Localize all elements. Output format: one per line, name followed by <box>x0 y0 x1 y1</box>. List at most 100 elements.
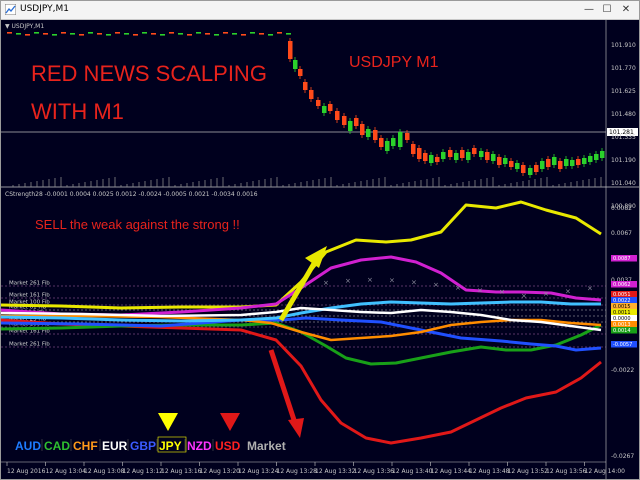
candle <box>293 60 298 69</box>
history-dash <box>268 34 273 36</box>
scale-tick: 0.0067 <box>611 230 632 237</box>
x-marker: × <box>301 282 307 290</box>
volume-bars <box>12 177 602 187</box>
candle <box>298 69 303 76</box>
history-dash <box>169 32 174 34</box>
time-tick: 12 Aug 13:52 <box>508 468 549 475</box>
window-title: USDJPY,M1 <box>20 4 69 14</box>
legend-gbp[interactable]: GBP <box>130 439 156 453</box>
candle <box>546 159 551 167</box>
chart-canvas[interactable]: ▼ USDJPY,M1 101.281 101.910 101.770 101.62… <box>1 20 639 479</box>
fib-label: Market 161 Fib <box>9 293 50 299</box>
chart-app-icon <box>5 4 16 15</box>
value-badge-text: 0.0011 <box>613 310 631 316</box>
candle <box>600 151 605 158</box>
time-tick: 12 Aug 13:08 <box>84 468 125 475</box>
candle <box>435 157 440 162</box>
history-dash <box>79 34 84 36</box>
scale-tick: 0.0037 <box>611 277 632 284</box>
time-tick: 12 Aug 13:40 <box>392 468 433 475</box>
time-tick: 12 Aug 13:24 <box>238 468 279 475</box>
legend-usd[interactable]: USD <box>215 439 241 453</box>
usd-marker-arrow <box>220 413 240 431</box>
x-marker: × <box>389 277 395 285</box>
candle <box>316 100 321 106</box>
legend-chf[interactable]: CHF <box>73 439 98 453</box>
candle <box>528 168 533 175</box>
time-tick: 12 Aug 13:04 <box>46 468 87 475</box>
headline-line1: RED NEWS SCALPING <box>31 61 267 86</box>
candle <box>479 151 484 157</box>
value-badge-text: 0.0015 <box>613 304 631 310</box>
symbol-label: USDJPY M1 <box>349 54 439 71</box>
candle <box>417 148 422 159</box>
value-badge <box>611 327 637 334</box>
minimize-button[interactable]: — <box>584 4 594 15</box>
x-marker: × <box>455 284 461 292</box>
history-dash <box>259 33 264 35</box>
fib-label: Market 23 Fib <box>9 317 47 323</box>
candle <box>429 155 434 163</box>
x-marker: × <box>345 277 351 285</box>
history-dash <box>106 34 111 36</box>
history-dash <box>7 32 12 34</box>
candle <box>460 150 465 158</box>
history-dash <box>70 33 75 35</box>
current-price-text: 101.281 <box>609 129 634 136</box>
value-badge <box>611 291 637 298</box>
time-tick: 12 Aug 2016 <box>7 468 46 475</box>
chart-plot-area[interactable]: ▼ USDJPY,M1 101.281 101.910 101.770 101.62… <box>1 20 639 479</box>
price-tick: 101.770 <box>611 65 636 72</box>
x-marker: × <box>499 288 505 296</box>
history-dash <box>232 33 237 35</box>
price-tick: 101.335 <box>611 134 636 141</box>
value-badge <box>611 341 637 348</box>
x-marker: × <box>433 281 439 289</box>
value-badge-text: 0.0022 <box>613 298 631 304</box>
legend-cad[interactable]: CAD <box>44 439 70 453</box>
candle <box>366 129 371 137</box>
legend-nzd[interactable]: NZD <box>187 439 212 453</box>
current-price-badge <box>607 128 638 136</box>
price-tick: 100.890 <box>611 203 636 210</box>
candle <box>385 141 390 151</box>
candle <box>472 148 477 154</box>
price-panel-header: ▼ USDJPY,M1 <box>5 23 44 30</box>
history-dash <box>88 32 93 34</box>
close-button[interactable]: ✕ <box>621 4 631 15</box>
x-marker: × <box>565 288 571 296</box>
strength-line <box>1 316 602 352</box>
time-tick: 12 Aug 13:16 <box>161 468 202 475</box>
buy-arrow-shaft <box>278 258 319 322</box>
fib-label: Market 261 Fib <box>9 342 50 348</box>
maximize-button[interactable]: ☐ <box>602 4 612 15</box>
legend-aud[interactable]: AUD <box>15 439 41 453</box>
window-titlebar[interactable]: USDJPY,M1 — ☐ ✕ <box>1 1 639 20</box>
fib-label: Market 61 Fib <box>9 305 47 311</box>
sell-arrow-shaft <box>268 349 298 424</box>
history-dash <box>151 33 156 35</box>
candle <box>391 138 396 146</box>
history-dash <box>16 33 21 35</box>
headline-line2: WITH M1 <box>31 99 124 124</box>
history-dash <box>61 32 66 34</box>
legend-market[interactable]: Market <box>247 439 286 453</box>
time-tick: 12 Aug 13:48 <box>469 468 510 475</box>
time-tick: 12 Aug 13:32 <box>315 468 356 475</box>
value-badge-text: 0.0014 <box>613 328 631 334</box>
legend-eur[interactable]: EUR <box>102 439 128 453</box>
candle <box>509 161 514 167</box>
history-dash <box>97 33 102 35</box>
history-dash <box>277 32 282 34</box>
candle <box>552 157 557 165</box>
value-badge-text: 0.0000 <box>613 316 631 322</box>
price-tick: 101.625 <box>611 88 636 95</box>
candle <box>288 41 293 59</box>
value-badge <box>611 309 637 316</box>
history-dash <box>142 32 147 34</box>
currency-legend: AUD CAD CHF EUR GBP JPY NZD USD Market <box>15 436 286 453</box>
history-dash <box>115 32 120 34</box>
legend-jpy[interactable]: JPY <box>159 439 182 453</box>
